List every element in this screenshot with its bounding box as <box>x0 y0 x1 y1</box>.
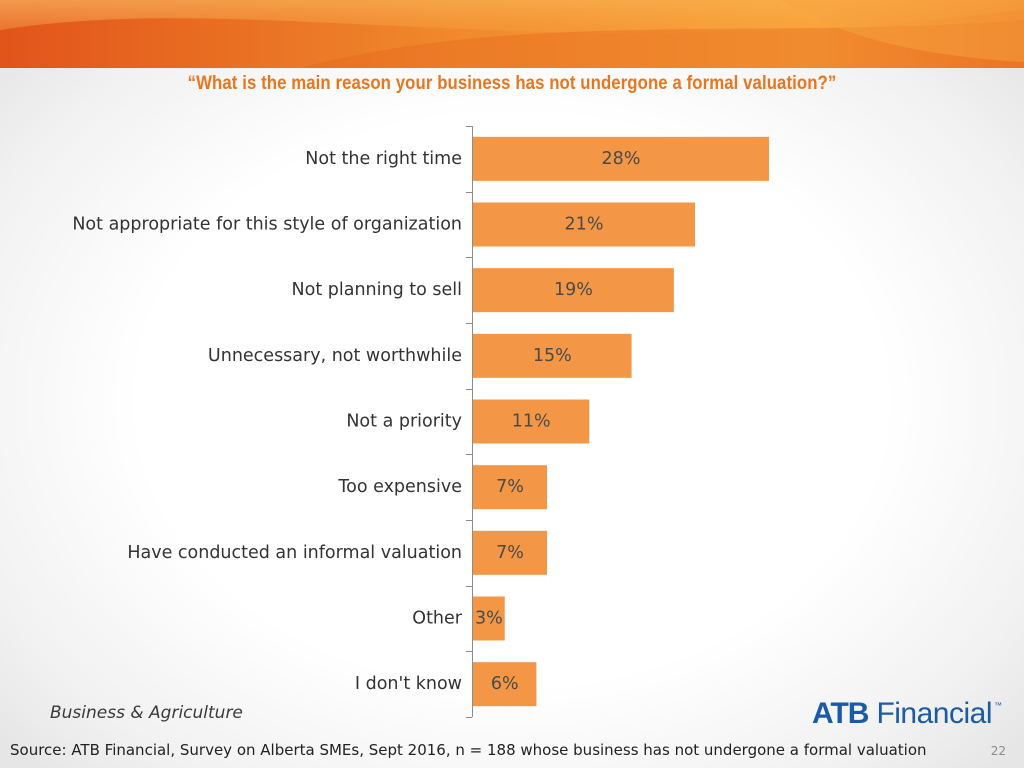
data-label: 19% <box>554 280 593 300</box>
data-label: 3% <box>475 609 503 629</box>
bar <box>473 596 505 641</box>
header-banner <box>0 0 1024 68</box>
bar <box>473 465 547 510</box>
data-label: 6% <box>491 674 519 694</box>
bar <box>473 530 547 575</box>
category-label: I don't know <box>355 674 462 694</box>
category-label: Not appropriate for this style of organi… <box>72 215 462 235</box>
data-label: 28% <box>602 149 641 169</box>
bar <box>473 202 695 247</box>
category-label: Not planning to sell <box>292 280 462 300</box>
category-label: Have conducted an informal valuation <box>127 543 462 563</box>
data-label: 7% <box>496 477 524 497</box>
category-label: Not a priority <box>346 412 462 432</box>
source-note: Source: ATB Financial, Survey on Alberta… <box>10 741 927 759</box>
data-label: 7% <box>496 543 524 563</box>
logo-name: Financial <box>876 697 992 730</box>
chart-title: “What is the main reason your business h… <box>187 72 837 94</box>
bar <box>473 399 590 444</box>
bar <box>473 662 537 707</box>
data-label: 11% <box>512 412 551 432</box>
bar <box>473 333 632 378</box>
logo-brand: ATB <box>812 697 869 730</box>
data-label: 15% <box>533 346 572 366</box>
category-label: Unnecessary, not worthwhile <box>208 346 462 366</box>
bar <box>473 136 769 181</box>
logo-trademark: ™ <box>994 701 1002 710</box>
category-label: Other <box>412 609 462 629</box>
atb-financial-logo: ATB Financial ™ <box>812 697 1002 731</box>
data-label: 21% <box>565 215 604 235</box>
category-label: Too expensive <box>337 477 462 497</box>
footer-section-label: Business & Agriculture <box>50 703 243 723</box>
page-number: 22 <box>990 744 1006 758</box>
bar <box>473 268 674 313</box>
category-label: Not the right time <box>305 149 462 169</box>
